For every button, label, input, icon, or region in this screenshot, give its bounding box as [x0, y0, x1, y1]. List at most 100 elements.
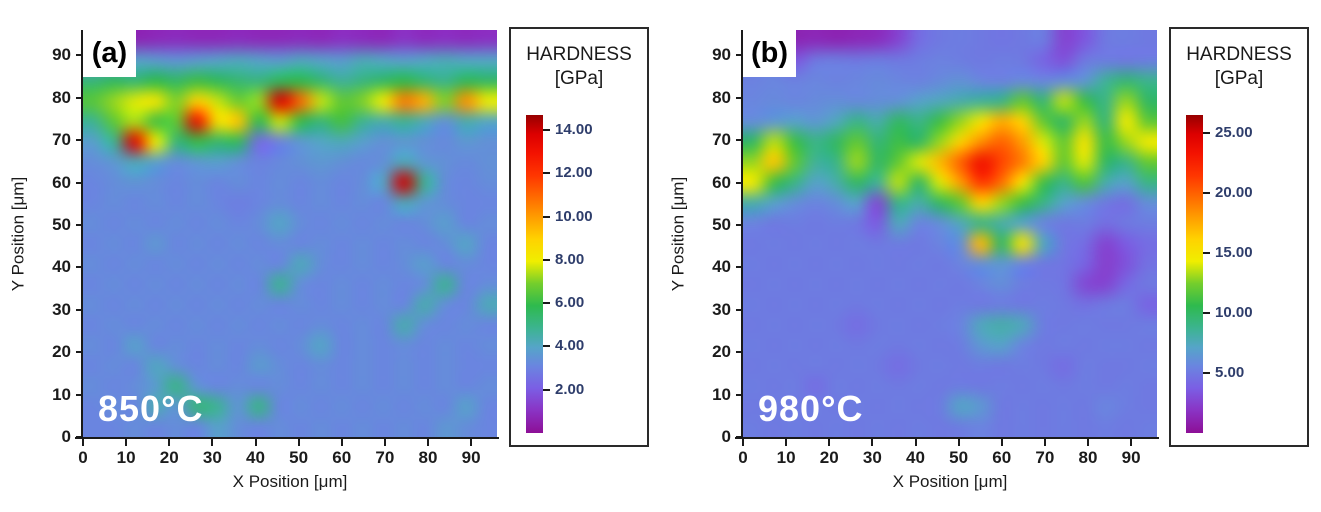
- colorbar-tick-mark: [1203, 132, 1210, 134]
- x-tick-mark: [914, 439, 917, 446]
- y-tick-mark: [736, 308, 743, 311]
- temp-label-a: 850°C: [98, 388, 204, 429]
- colorbar-ticks-a: 14.00 12.00 10.00 8.00 6.00 4.00 2.00: [511, 29, 647, 445]
- y-tick-label: 50: [712, 215, 731, 235]
- colorbar-a: HARDNESS [GPa] 14.00 12.00 10.00 8.00 6.00 4.…: [509, 27, 649, 447]
- x-tick-label: 80: [418, 448, 438, 467]
- y-tick-label: 60: [52, 172, 71, 192]
- x-tick-mark: [254, 439, 257, 446]
- colorbar-tick-mark: [1203, 252, 1210, 254]
- x-tick-label: 80: [1078, 448, 1098, 467]
- x-tick-mark: [1087, 439, 1089, 446]
- x-tick-mark: [125, 439, 128, 446]
- y-tick-mark: [736, 393, 743, 396]
- y-tick-mark: [736, 54, 743, 57]
- colorbar-tick-mark: [1203, 372, 1210, 374]
- corner-label-a: (a): [83, 30, 136, 77]
- y-axis-b: 0 10 20 30 40 50 60 70 80 90: [698, 30, 743, 446]
- x-tick-label: 0: [738, 448, 748, 467]
- x-axis-label-b: X Position [μm]: [892, 472, 1008, 491]
- temp-label-b: 980°C: [758, 388, 864, 429]
- colorbar-gradient-b: [1186, 115, 1203, 433]
- colorbar-tick-label: 12.00: [555, 164, 593, 182]
- colorbar-tick-label: 10.00: [1215, 304, 1253, 321]
- y-tick-mark: [76, 96, 83, 99]
- colorbar-tick-label: 20.00: [1215, 184, 1253, 201]
- x-axis-b: 0 10 20 30 40 50 60 70 80 90: [738, 439, 1157, 473]
- y-tick-mark: [76, 224, 83, 227]
- y-tick-label: 70: [52, 130, 71, 150]
- colorbar-tick-mark: [543, 172, 550, 175]
- colorbar-tick-label: 25.00: [1215, 124, 1253, 141]
- plot-area-b: (b) 980°C: [743, 30, 1157, 437]
- x-tick-mark: [957, 439, 960, 446]
- x-tick-label: 10: [116, 448, 136, 467]
- y-tick-label: 0: [721, 427, 731, 446]
- y-tick-mark: [76, 308, 83, 311]
- colorbar-ticks-b: 25.00 20.00 15.00 10.00 5.00: [1171, 29, 1307, 445]
- y-tick-label: 80: [52, 87, 71, 107]
- colorbar-tick-mark: [543, 129, 550, 132]
- colorbar-tick-mark: [543, 388, 550, 391]
- y-tick-mark: [736, 436, 743, 438]
- y-tick-label: 60: [712, 172, 731, 192]
- y-tick-label: 30: [712, 299, 731, 319]
- y-tick-mark: [76, 181, 83, 184]
- x-tick-label: 70: [1035, 448, 1055, 467]
- x-tick-label: 40: [246, 448, 265, 467]
- y-tick-label: 20: [52, 342, 71, 362]
- x-tick-label: 90: [461, 448, 481, 467]
- colorbar-tick-label: 15.00: [1215, 244, 1253, 261]
- y-tick-label: 20: [712, 342, 731, 362]
- y-tick-mark: [76, 436, 83, 438]
- y-axis-line-b: [741, 30, 743, 439]
- x-tick-mark: [82, 439, 84, 446]
- colorbar-tick-mark: [543, 302, 550, 305]
- y-tick-label: 10: [712, 384, 731, 404]
- colorbar-title-line2-b: [GPa]: [1214, 67, 1264, 89]
- x-tick-mark: [1000, 439, 1003, 446]
- colorbar-tick-label: 4.00: [555, 337, 585, 355]
- heatmap-canvas-a: [83, 30, 497, 437]
- y-tick-mark: [76, 139, 83, 142]
- colorbar-tick-label: 14.00: [555, 121, 593, 139]
- colorbar-title-line1-a: HARDNESS: [526, 44, 632, 65]
- x-tick-label: 90: [1121, 448, 1141, 467]
- colorbar-title-a: HARDNESS [GPa]: [511, 43, 647, 91]
- x-tick-mark: [340, 439, 343, 446]
- colorbar-tick-mark: [543, 345, 550, 348]
- y-tick-label: 40: [712, 257, 731, 277]
- x-tick-mark: [828, 439, 831, 446]
- y-tick-mark: [76, 266, 83, 269]
- y-tick-label: 10: [52, 384, 71, 404]
- colorbar-tick-label: 6.00: [555, 294, 585, 312]
- x-tick-label: 20: [159, 448, 179, 467]
- x-tick-mark: [785, 439, 788, 446]
- colorbar-title-line2-a: [GPa]: [554, 67, 604, 89]
- heatmap-canvas-b: [743, 30, 1157, 437]
- colorbar-b: HARDNESS [GPa] 25.00 20.00 15.00 10.00 5.00: [1169, 27, 1309, 447]
- x-tick-label: 50: [949, 448, 969, 467]
- x-axis-line-b: [735, 437, 1159, 439]
- colorbar-tick-label: 8.00: [555, 250, 585, 268]
- colorbar-tick-label: 10.00: [555, 207, 593, 225]
- y-tick-label: 90: [52, 45, 71, 65]
- x-axis-a: 0 10 20 30 40 50 60 70 80 90: [78, 439, 497, 473]
- y-tick-mark: [736, 139, 743, 142]
- panel-b: Y Position [μm] (b) 980°C 0 10 20 30 40 50 60 7…: [660, 0, 1320, 512]
- plot-area-a: (a) 850°C: [83, 30, 497, 437]
- x-tick-label: 60: [992, 448, 1012, 467]
- y-tick-label: 90: [712, 45, 731, 65]
- y-tick-mark: [736, 96, 743, 99]
- colorbar-tick-mark: [543, 215, 550, 218]
- x-tick-label: 70: [375, 448, 395, 467]
- y-tick-label: 80: [712, 87, 731, 107]
- colorbar-gradient-a: [526, 115, 543, 433]
- x-tick-label: 50: [289, 448, 309, 467]
- panel-a: Y Position [μm] (a) 850°C 0 10 20 30 40 50 60 7…: [0, 0, 660, 512]
- x-tick-mark: [1130, 439, 1133, 446]
- y-axis-label-b: Y Position [μm]: [668, 176, 688, 292]
- x-tick-label: 0: [78, 448, 88, 467]
- x-tick-mark: [297, 439, 300, 446]
